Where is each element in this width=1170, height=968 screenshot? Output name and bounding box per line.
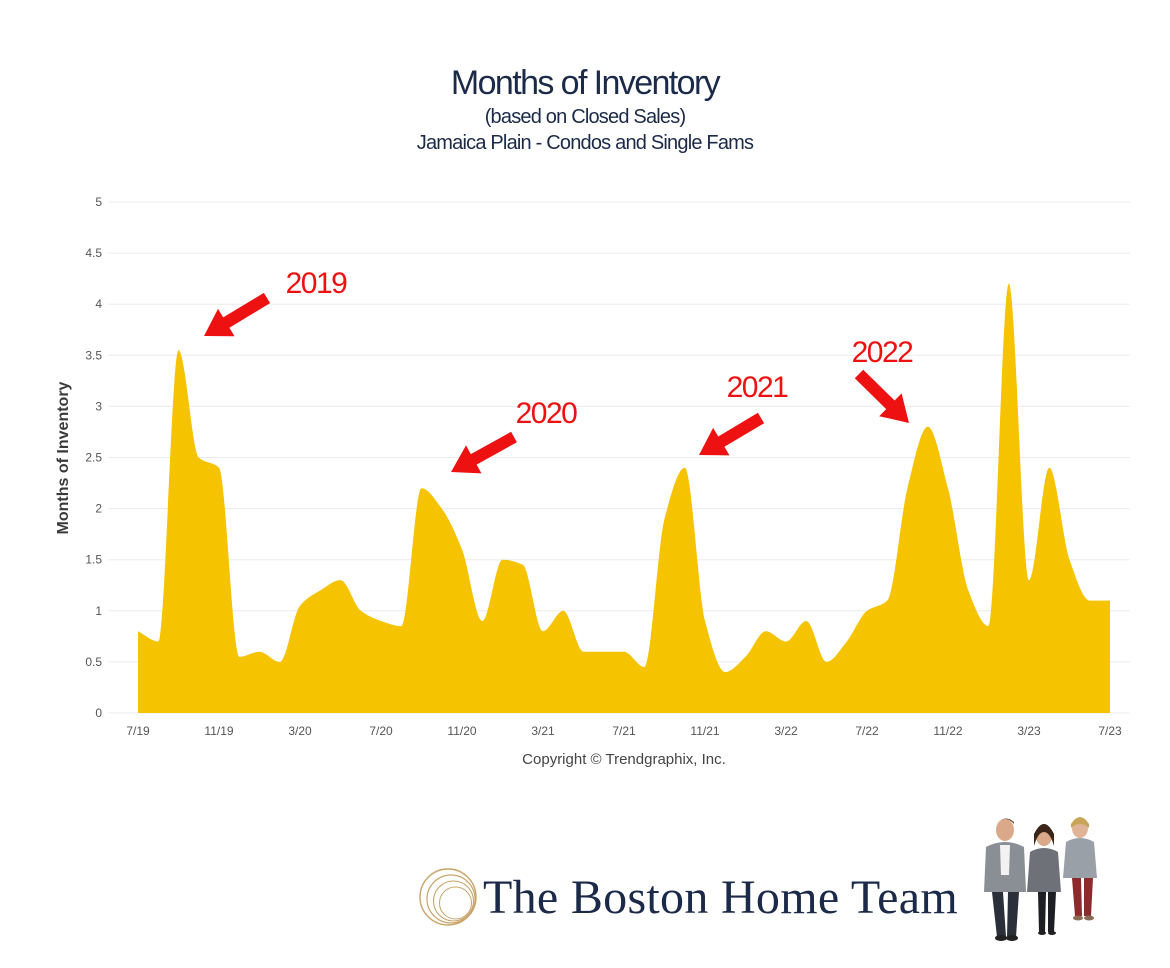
x-tick-label: 7/20	[369, 724, 393, 738]
brand-rings-icon	[419, 868, 477, 926]
chart-subtitle-area: Jamaica Plain - Condos and Single Fams	[416, 132, 754, 154]
brand-logo: The Boston Home Team	[415, 862, 958, 932]
x-tick-label: 3/22	[774, 724, 798, 738]
chart-header: Months of Inventory (based on Closed Sal…	[0, 62, 1170, 156]
months-of-inventory-chart: 0 0.5 1 1.5 2 2.5 3 3.5 4 4.5 5 7/19 11/19 3/20 7/20 1…	[55, 195, 1130, 738]
x-tick-label: 7/21	[612, 724, 636, 738]
annotation-arrow-2020	[451, 431, 517, 474]
y-tick-label: 4.5	[85, 246, 102, 260]
y-tick-label: 1.5	[85, 553, 102, 567]
chart-title: Months of Inventory	[450, 64, 721, 102]
x-tick-label: 7/22	[855, 724, 879, 738]
x-tick-label: 7/23	[1098, 724, 1122, 738]
y-axis-label: Months of Inventory	[55, 381, 72, 534]
year-annotations: 2019 2020 2021 2022	[204, 267, 915, 474]
y-tick-label: 2	[95, 502, 102, 516]
y-tick-label: 0.5	[85, 655, 102, 669]
x-tick-label: 3/20	[288, 724, 312, 738]
x-axis-ticks: 7/19 11/19 3/20 7/20 11/20 3/21 7/21 11/21 3/22 7…	[126, 724, 1122, 738]
annotation-arrow-2021	[699, 412, 765, 456]
x-tick-label: 11/21	[690, 724, 719, 738]
annotation-label-2021: 2021	[727, 371, 789, 404]
x-tick-label: 3/23	[1017, 724, 1041, 738]
x-tick-label: 11/20	[447, 724, 476, 738]
copyright-notice: Copyright © Trendgraphix, Inc.	[522, 751, 726, 768]
x-tick-label: 3/21	[531, 724, 555, 738]
y-tick-label: 4	[95, 297, 102, 311]
y-tick-label: 3.5	[85, 348, 102, 362]
y-tick-label: 5	[95, 195, 102, 209]
x-tick-label: 7/19	[126, 724, 150, 738]
annotation-arrow-2022	[854, 369, 909, 423]
y-tick-label: 1	[95, 604, 102, 618]
x-tick-label: 11/22	[933, 724, 962, 738]
inventory-area-series	[138, 283, 1110, 713]
x-tick-label: 11/19	[204, 724, 233, 738]
annotation-arrow-2019	[204, 292, 271, 337]
y-axis-ticks: 0 0.5 1 1.5 2 2.5 3 3.5 4 4.5 5	[85, 195, 102, 720]
y-tick-label: 2.5	[85, 451, 102, 465]
chart-subtitle-basis: (based on Closed Sales)	[484, 106, 686, 128]
team-photo	[984, 817, 1097, 941]
y-tick-label: 3	[95, 399, 102, 413]
annotation-label-2022: 2022	[852, 336, 914, 369]
annotation-label-2019: 2019	[286, 267, 348, 300]
annotation-label-2020: 2020	[516, 397, 578, 430]
y-tick-label: 0	[95, 706, 102, 720]
brand-name: The Boston Home Team	[483, 870, 959, 924]
